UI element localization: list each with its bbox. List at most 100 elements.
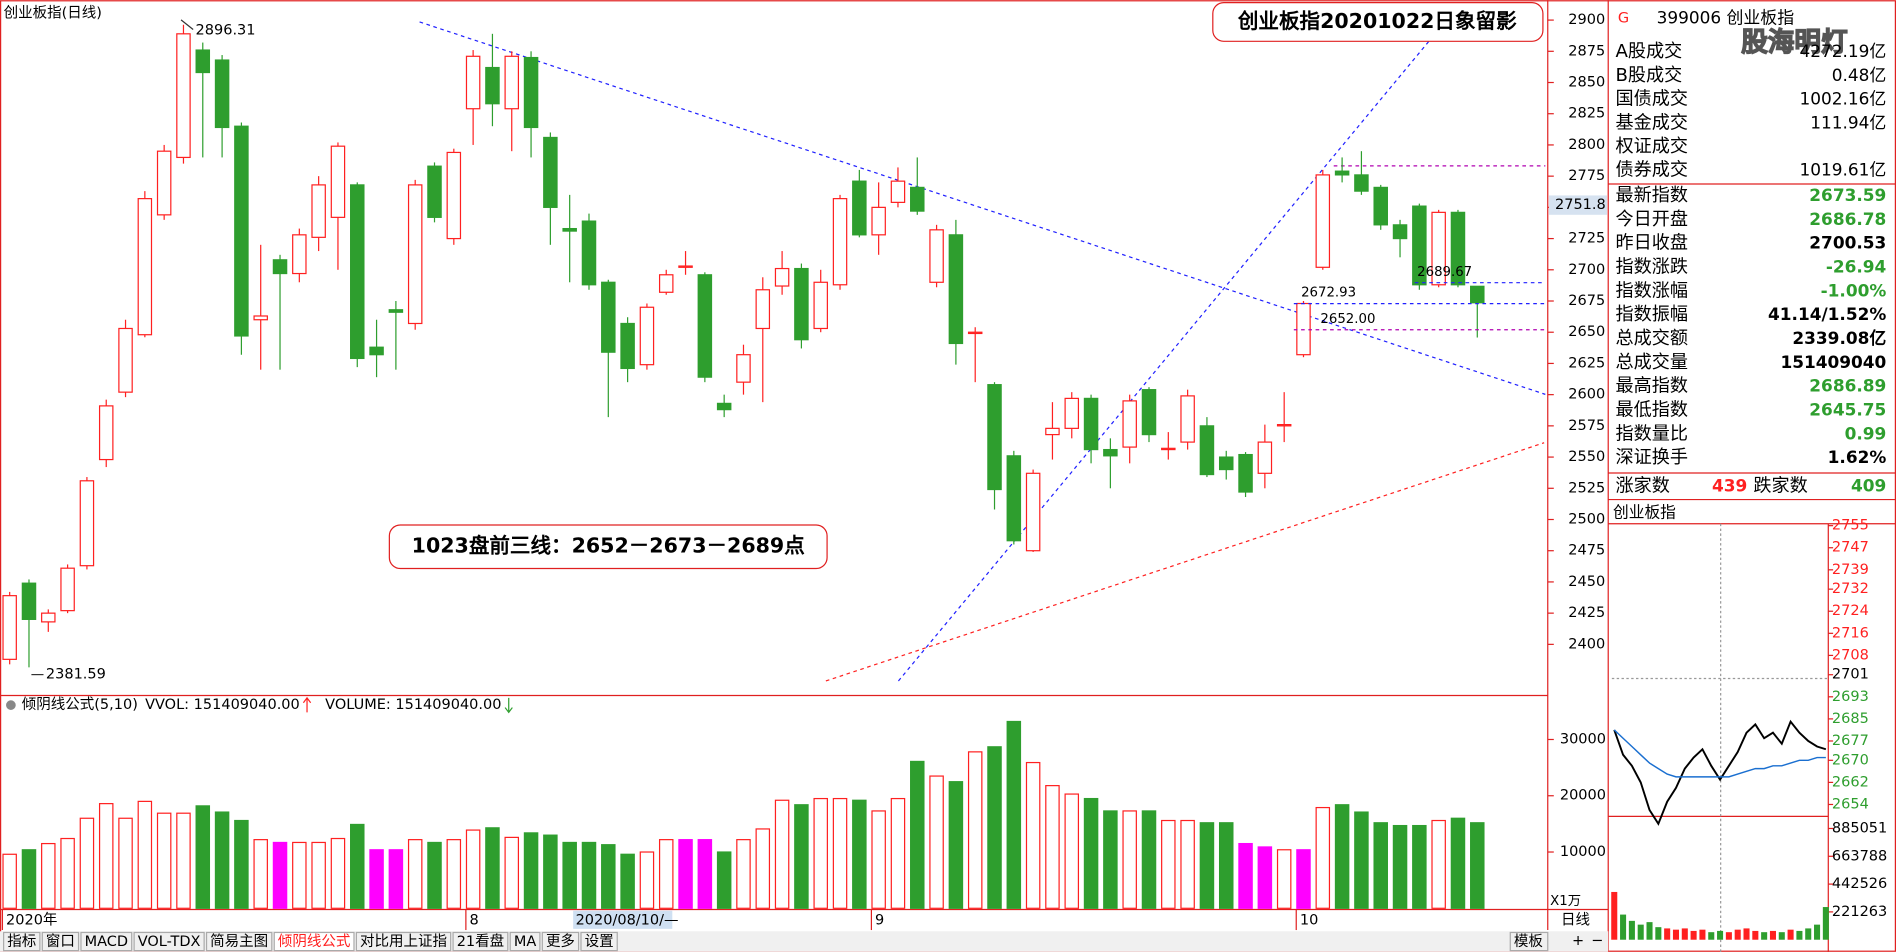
high-arrow <box>180 19 194 31</box>
intraday-title: 创业板指 <box>1613 502 1676 521</box>
tab-label[interactable]: MACD <box>85 934 128 950</box>
template-tab[interactable] <box>1509 931 1549 952</box>
volume-bar <box>465 829 481 909</box>
y-tick-label: 2825 <box>1568 106 1605 122</box>
intraday-volume-bar <box>1637 924 1644 940</box>
volume-bar <box>1064 793 1080 909</box>
candle-body <box>311 184 326 238</box>
volume-bar <box>1276 849 1292 909</box>
candle-body <box>1218 456 1234 471</box>
intraday-volume-bar <box>1822 907 1829 940</box>
quote-value: -26.94 <box>1826 257 1887 277</box>
tab[interactable] <box>3 931 41 952</box>
candle-body <box>871 206 886 236</box>
candle-body <box>1199 425 1215 476</box>
candle-body <box>1103 448 1118 457</box>
volume-bar <box>1334 804 1350 909</box>
intraday-line <box>1613 729 1826 778</box>
trend-lines <box>419 21 1546 682</box>
y-tick-label: 442526 <box>1832 876 1887 892</box>
candle-body <box>214 59 230 129</box>
intraday-line <box>1613 719 1827 826</box>
tab[interactable] <box>133 931 205 952</box>
volume-bar <box>1141 810 1157 909</box>
tab[interactable] <box>541 931 580 952</box>
tab-label[interactable]: 指标 <box>7 933 36 950</box>
quote-label: 指数涨跌 <box>1615 257 1688 278</box>
tab[interactable] <box>273 931 355 952</box>
volume-bar <box>446 839 462 909</box>
volume-bar <box>1006 720 1022 909</box>
volume-bar <box>2 853 17 909</box>
y-tick-label: 2747 <box>1832 540 1869 556</box>
volume-bar <box>234 819 249 909</box>
candle-body <box>369 346 384 356</box>
tab-label[interactable]: 21看盘 <box>457 932 504 950</box>
candle-body <box>1257 441 1273 474</box>
period-label[interactable]: 日线 <box>1561 911 1590 928</box>
y-tick-label: 2450 <box>1568 574 1605 590</box>
volume-bar <box>1180 819 1195 909</box>
zoom-out[interactable]: − <box>1591 933 1603 949</box>
quote-value: 1.62% <box>1828 447 1887 467</box>
y-tick-label: 2693 <box>1832 689 1869 705</box>
intraday-volume-bar <box>1646 922 1653 940</box>
volume-bar <box>910 760 925 909</box>
indicator-dot <box>6 700 16 710</box>
tab-label[interactable]: 对比用上证指 <box>360 933 447 950</box>
volume-bar <box>41 842 56 909</box>
candle-body <box>967 331 983 335</box>
tab[interactable] <box>41 931 80 952</box>
zoom-in[interactable]: + <box>1572 933 1584 949</box>
tab[interactable] <box>80 931 133 952</box>
level-label: 2672.93 <box>1301 286 1356 301</box>
level-label: 2652.00 <box>1320 312 1375 327</box>
volume-bar <box>388 849 404 909</box>
tab-label[interactable]: VOL-TDX <box>138 934 201 950</box>
tab-label[interactable]: MA <box>514 934 537 950</box>
candle-body <box>1354 174 1369 192</box>
tab[interactable] <box>452 931 509 952</box>
tab-label[interactable]: 更多 <box>546 933 575 950</box>
volume-bar <box>948 781 964 909</box>
date-box <box>573 910 673 929</box>
tab-label[interactable]: 简易主图 <box>210 933 268 950</box>
candle-body <box>485 66 500 105</box>
tab[interactable] <box>205 931 273 952</box>
volume-bar <box>1218 822 1234 909</box>
y-tick-label: 2677 <box>1832 733 1869 749</box>
volume-bar <box>871 810 886 909</box>
tab[interactable] <box>580 931 618 952</box>
y-tick-label: 2875 <box>1568 43 1605 59</box>
volume-bar <box>1238 842 1253 909</box>
volume-bar <box>1045 785 1060 909</box>
quote-value: 111.94亿 <box>1810 112 1886 132</box>
volume-bar <box>1392 824 1408 909</box>
tab-label[interactable]: 设置 <box>585 933 614 950</box>
candle-body <box>350 184 365 360</box>
tab[interactable] <box>355 931 452 952</box>
y-tick-label: 2800 <box>1568 137 1605 153</box>
intraday-volume-bar <box>1620 914 1627 940</box>
y-tick-label: 2675 <box>1568 293 1605 309</box>
y-tick-label: 2900 <box>1568 12 1605 28</box>
candle-body <box>987 384 1002 491</box>
volume-bar <box>716 851 732 909</box>
tab-label[interactable]: 倾阴线公式 <box>278 933 351 950</box>
volume-bar <box>176 812 191 909</box>
tab-label[interactable]: 窗口 <box>46 932 75 950</box>
volume-bar <box>620 853 635 909</box>
candle-body <box>678 265 693 268</box>
template-label[interactable]: 模板 <box>1514 932 1543 950</box>
y-tick-label: 2775 <box>1568 168 1605 184</box>
candle-body <box>716 402 732 411</box>
high-label: 2896.31 <box>196 23 256 39</box>
y-tick-label: 20000 <box>1560 788 1606 804</box>
quote-label: 国债成交 <box>1615 89 1688 110</box>
volume-bar <box>890 797 906 909</box>
tab[interactable] <box>509 931 541 952</box>
volume-bar <box>214 811 230 909</box>
